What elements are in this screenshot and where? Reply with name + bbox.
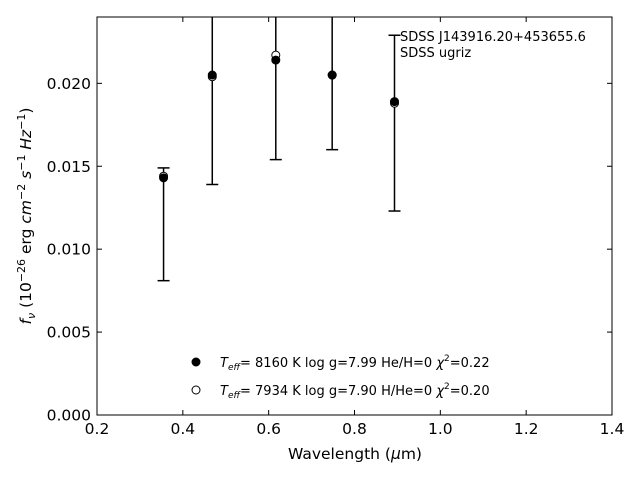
- filled-model-point: [327, 70, 337, 80]
- ticks: 0.2 0.4 0.6 0.8 1.0 1.2 1.4 0.000 0.005 0.010 0.01…: [47, 17, 625, 438]
- object-name: SDSS J143916.20+453655.6: [400, 30, 586, 45]
- legend-entry: Teff= 8160 K log g=7.99 He/H=0 χ2=0.22: [220, 354, 490, 373]
- y-tick-label: 0.015: [47, 158, 91, 176]
- filled-model-point: [389, 97, 399, 107]
- x-tick-label: 0.8: [342, 420, 367, 438]
- filled-model-point: [159, 173, 169, 183]
- y-axis-label: fν (10−26 erg cm−2 s−1 Hz−1): [15, 108, 38, 325]
- data-markers: [159, 50, 399, 183]
- plot-background: [97, 17, 612, 415]
- x-tick-label: 1.0: [428, 420, 453, 438]
- x-tick-label: 1.4: [600, 420, 625, 438]
- filled-model-point: [271, 55, 281, 65]
- x-tick-label: 0.2: [85, 420, 110, 438]
- x-tick-label: 1.2: [514, 420, 539, 438]
- filled-model-point: [207, 70, 217, 80]
- legend-marker-open: [191, 385, 201, 395]
- y-tick-label: 0.020: [47, 75, 91, 93]
- y-tick-label: 0.005: [47, 324, 91, 342]
- x-tick-label: 0.4: [171, 420, 196, 438]
- plot-area: [97, 17, 612, 415]
- legend: Teff= 8160 K log g=7.99 He/H=0 χ2=0.22 Te…: [191, 354, 490, 401]
- x-axis-label: Wavelength (μm): [288, 445, 422, 463]
- y-tick-label: 0.000: [47, 407, 91, 425]
- legend-entry: Teff= 7934 K log g=7.90 H/He=0 χ2=0.20: [220, 382, 490, 401]
- photometry-label: SDSS ugriz: [400, 46, 471, 61]
- y-tick-label: 0.010: [47, 241, 91, 259]
- legend-marker-filled: [191, 357, 201, 367]
- x-tick-label: 0.6: [256, 420, 281, 438]
